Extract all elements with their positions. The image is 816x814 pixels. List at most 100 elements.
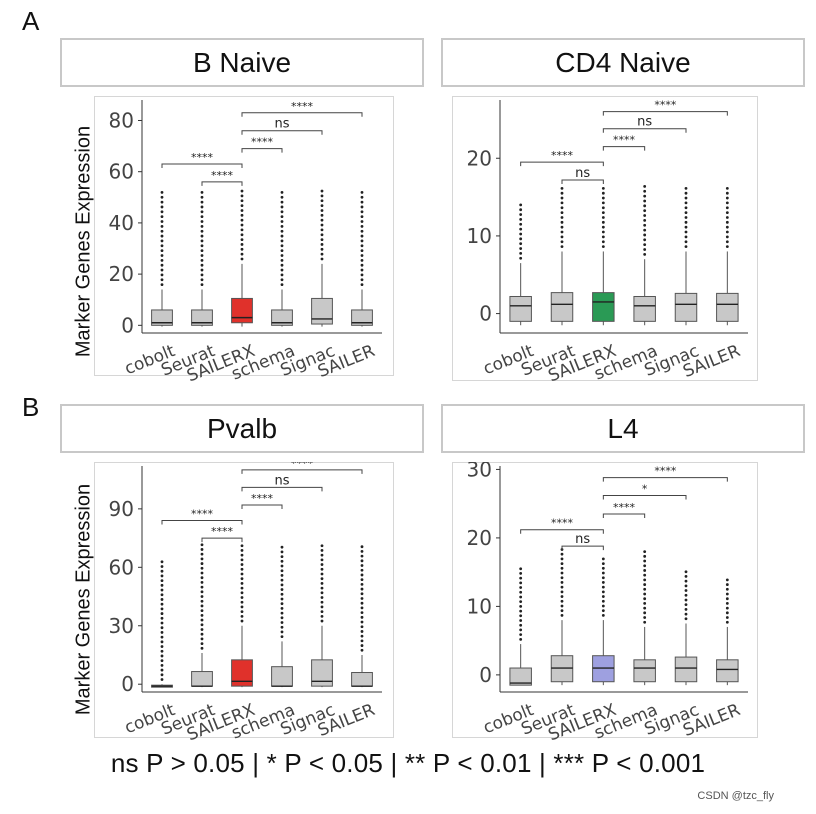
significance-label: ns bbox=[575, 532, 590, 547]
outlier-point bbox=[684, 240, 688, 244]
significance-legend: ns P > 0.05 | * P < 0.05 | ** P < 0.01 |… bbox=[110, 748, 706, 778]
significance-label: **** bbox=[291, 462, 314, 470]
outlier-point bbox=[519, 232, 523, 236]
outlier-point bbox=[320, 605, 324, 609]
outlier-point bbox=[519, 595, 523, 599]
panel-frame bbox=[452, 462, 758, 738]
outlier-point bbox=[684, 598, 688, 602]
outlier-point bbox=[643, 194, 647, 198]
outlier-point bbox=[360, 545, 364, 549]
outlier-point bbox=[360, 234, 364, 238]
outlier-point bbox=[519, 203, 523, 207]
outlier-point bbox=[200, 604, 204, 608]
outlier-point bbox=[160, 249, 164, 253]
outlier-point bbox=[601, 604, 605, 608]
outlier-point bbox=[320, 549, 324, 552]
outlier-point bbox=[200, 258, 204, 262]
outlier-point bbox=[725, 583, 729, 586]
outlier-point bbox=[280, 239, 284, 243]
outlier-point bbox=[160, 254, 164, 257]
panel-frame bbox=[94, 462, 394, 738]
outlier-point bbox=[240, 553, 244, 557]
outlier-point bbox=[160, 244, 164, 248]
box-seurat bbox=[191, 309, 213, 326]
outlier-point bbox=[200, 224, 204, 228]
outlier-point bbox=[200, 646, 204, 650]
outlier-point bbox=[601, 599, 605, 603]
outlier-point bbox=[643, 597, 647, 601]
outlier-point bbox=[684, 216, 688, 219]
outlier-point bbox=[519, 576, 523, 580]
outlier-point bbox=[320, 213, 324, 217]
outlier-point bbox=[643, 616, 647, 619]
outlier-point bbox=[601, 613, 605, 617]
box-signac bbox=[674, 292, 698, 322]
outlier-point bbox=[280, 621, 284, 624]
outlier-point bbox=[360, 597, 364, 600]
outlier-point bbox=[160, 579, 164, 583]
outlier-point bbox=[160, 621, 164, 625]
box-sailerx bbox=[231, 659, 253, 687]
outlier-point bbox=[360, 554, 364, 558]
outlier-point bbox=[643, 214, 647, 217]
outlier-point bbox=[643, 252, 647, 256]
outlier-point bbox=[200, 190, 204, 194]
significance-label: **** bbox=[654, 99, 677, 112]
outlier-point bbox=[360, 625, 364, 629]
outlier-point bbox=[725, 196, 729, 200]
outlier-point bbox=[200, 571, 204, 575]
outlier-point bbox=[200, 618, 204, 622]
outlier-point bbox=[360, 615, 364, 619]
outlier-point bbox=[280, 555, 284, 558]
outlier-point bbox=[360, 578, 364, 582]
outlier-point bbox=[519, 600, 523, 604]
outlier-point bbox=[643, 243, 647, 247]
significance-label: **** bbox=[191, 508, 214, 521]
outlier-point bbox=[560, 206, 564, 210]
box-sailer bbox=[351, 672, 373, 687]
outlier-point bbox=[601, 191, 605, 195]
outlier-point bbox=[601, 186, 605, 190]
outlier-point bbox=[240, 233, 244, 237]
outlier-point bbox=[519, 567, 523, 571]
outlier-point bbox=[280, 635, 284, 639]
y-tick-label: 30 bbox=[467, 462, 492, 481]
outlier-point bbox=[240, 619, 244, 623]
y-tick-label: 20 bbox=[467, 526, 492, 550]
outlier-point bbox=[725, 597, 729, 601]
outlier-point bbox=[560, 571, 564, 575]
outlier-point bbox=[200, 552, 204, 556]
outlier-point bbox=[643, 620, 647, 624]
outlier-point bbox=[320, 558, 324, 562]
outlier-point bbox=[320, 572, 324, 576]
significance-label: **** bbox=[613, 501, 636, 514]
outlier-point bbox=[601, 230, 605, 234]
outlier-point bbox=[519, 581, 523, 585]
outlier-point bbox=[560, 225, 564, 229]
box-sailer bbox=[716, 659, 739, 683]
outlier-point bbox=[280, 559, 284, 563]
outlier-point bbox=[601, 206, 605, 210]
outlier-point bbox=[200, 215, 204, 219]
significance-bracket bbox=[602, 146, 646, 151]
significance-label: ns bbox=[274, 473, 289, 488]
outlier-point bbox=[280, 263, 284, 267]
outlier-point bbox=[360, 190, 364, 194]
outlier-point bbox=[240, 204, 244, 208]
outlier-point bbox=[601, 609, 605, 613]
y-tick-label: 0 bbox=[121, 672, 134, 696]
significance-bracket bbox=[520, 161, 604, 167]
panel-title-pvalb: Pvalb bbox=[60, 404, 424, 453]
outlier-point bbox=[601, 240, 605, 244]
outlier-point bbox=[643, 601, 647, 605]
outlier-point bbox=[280, 592, 284, 596]
outlier-point bbox=[280, 210, 284, 214]
outlier-point bbox=[240, 218, 244, 222]
outlier-point bbox=[240, 591, 244, 595]
outlier-point bbox=[360, 620, 364, 624]
significance-bracket bbox=[241, 148, 283, 153]
outlier-point bbox=[160, 616, 164, 620]
significance-label: **** bbox=[251, 136, 274, 149]
outlier-point bbox=[160, 205, 164, 209]
outlier-point bbox=[320, 581, 324, 585]
